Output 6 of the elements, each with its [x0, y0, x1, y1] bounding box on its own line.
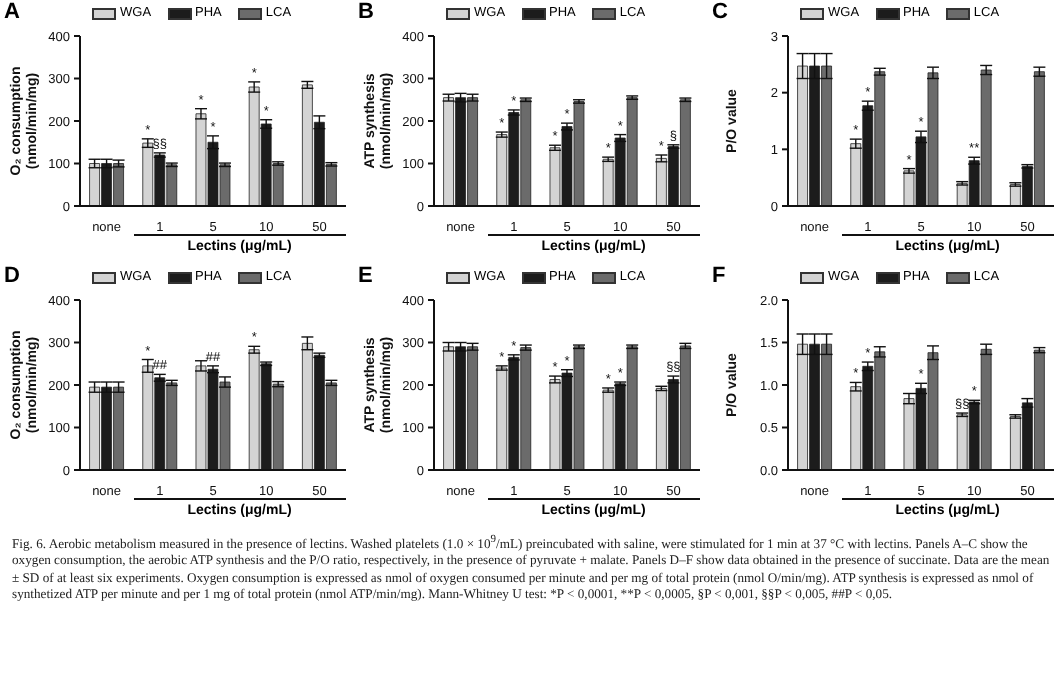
chart-title: D	[4, 264, 20, 288]
chart-title: F	[712, 264, 726, 288]
chart-title: C	[712, 0, 728, 24]
chart-title: A	[4, 0, 20, 24]
chart-title: E	[358, 264, 373, 288]
chart-title: B	[358, 0, 374, 24]
